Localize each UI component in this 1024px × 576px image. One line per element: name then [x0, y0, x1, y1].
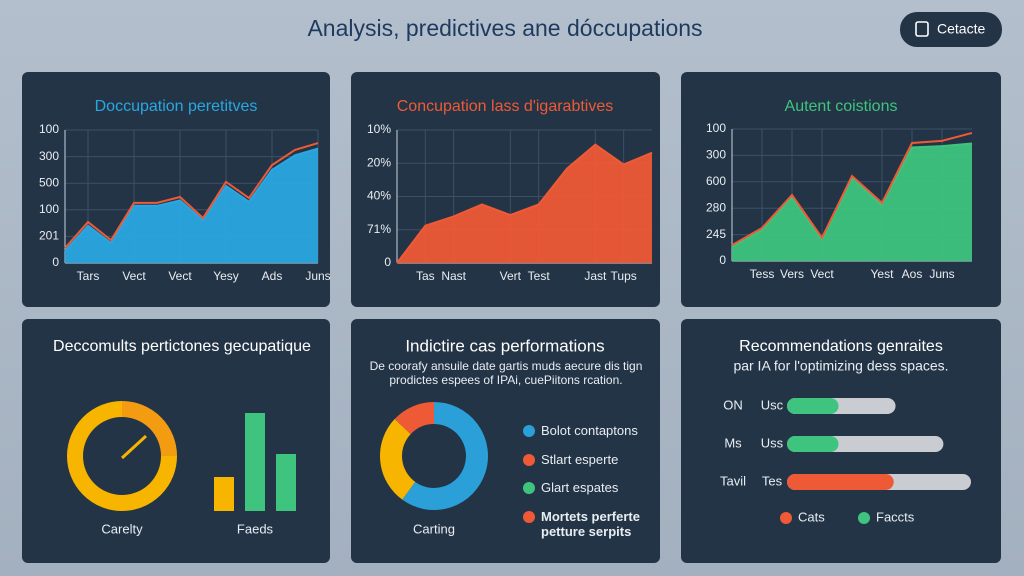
- ring-segment: [394, 402, 435, 435]
- legend-label: Glart espates: [541, 480, 619, 495]
- panel-title: Recommendations genraites: [739, 338, 943, 355]
- y-tick-label: 40%: [367, 189, 391, 203]
- x-tick-label: Yesy: [213, 269, 239, 283]
- legend-label: Mortets perferte petture serpits: [541, 509, 640, 539]
- ring-segment: [121, 401, 177, 457]
- y-tick-label: 0: [52, 255, 59, 269]
- x-tick-label: Tars: [77, 269, 100, 283]
- gauge-needle: [120, 434, 148, 460]
- legend-swatch: [523, 454, 535, 466]
- row-label: Tavil: [720, 473, 746, 488]
- y-tick-label: 280: [706, 200, 726, 214]
- panel-subtitle: par IA for l'optimizing dess spaces.: [733, 358, 948, 374]
- y-tick-label: 100: [39, 202, 59, 216]
- panel: [22, 319, 330, 563]
- x-tick-label: Yest: [871, 267, 895, 281]
- x-tick-label: Nast: [441, 269, 466, 283]
- y-tick-label: 245: [706, 227, 726, 241]
- x-tick-label: Tas: [416, 269, 435, 283]
- line: [64, 142, 319, 249]
- y-tick-label: 71%: [367, 222, 391, 236]
- area: [65, 148, 318, 263]
- x-tick-label: Tups: [611, 269, 637, 283]
- button-icon: [915, 21, 929, 37]
- row-label: Ms: [724, 435, 742, 450]
- area-edge: [64, 147, 319, 252]
- contact-button[interactable]: [900, 12, 1002, 47]
- progress-fill: [787, 436, 839, 452]
- legend-label: Bolot contaptons: [541, 423, 638, 438]
- bar: [245, 413, 265, 511]
- row-sublabel: Tes: [762, 473, 783, 488]
- area: [732, 143, 972, 261]
- x-tick-label: Juns: [929, 267, 954, 281]
- y-tick-label: 300: [39, 149, 59, 163]
- panel-subtitle: De coorafy ansuile date gartis muds aecu…: [369, 359, 643, 387]
- bar: [276, 454, 296, 511]
- x-tick-label: Vert: [500, 269, 522, 283]
- x-tick-label: Vect: [810, 267, 834, 281]
- y-tick-label: 0: [384, 255, 391, 269]
- x-tick-label: Ads: [262, 269, 283, 283]
- legend-swatch: [523, 511, 535, 523]
- progress-fill: [787, 474, 894, 490]
- legend-swatch: [523, 482, 535, 494]
- legend-swatch: [523, 425, 535, 437]
- row-sublabel: Usc: [761, 397, 784, 412]
- legend-label: Faccts: [876, 509, 915, 524]
- x-tick-label: Vect: [122, 269, 146, 283]
- progress-fill: [787, 398, 839, 414]
- page-title: Analysis, predictives ane dóccupations: [307, 15, 702, 41]
- line: [731, 131, 973, 247]
- chart-title: Concupation lass d'igarabtives: [397, 98, 614, 115]
- x-tick-label: Vect: [168, 269, 192, 283]
- x-tick-label: Aos: [902, 267, 923, 281]
- panel-title: Indictire cas performations: [405, 336, 604, 355]
- x-tick-label: Juns: [305, 269, 330, 283]
- chart-title: Autent coistions: [785, 98, 898, 115]
- x-tick-label: Test: [528, 269, 551, 283]
- y-tick-label: 0: [719, 253, 726, 267]
- y-tick-label: 300: [706, 148, 726, 162]
- row-sublabel: Uss: [761, 435, 784, 450]
- ring-segment: [67, 401, 177, 511]
- y-tick-label: 201: [39, 229, 59, 243]
- legend-label: Stlart esperte: [541, 452, 619, 467]
- ring-label: Carelty: [101, 521, 143, 536]
- panel-title: Deccomults pertictones gecupatique: [53, 338, 311, 355]
- legend-swatch: [780, 512, 792, 524]
- x-tick-label: Jast: [584, 269, 607, 283]
- y-tick-label: 20%: [367, 155, 391, 169]
- y-tick-label: 100: [706, 121, 726, 135]
- ring-segment: [380, 419, 416, 500]
- y-tick-label: 600: [706, 174, 726, 188]
- bar: [214, 477, 234, 511]
- y-tick-label: 10%: [367, 122, 391, 136]
- chart-title: Doccupation peretitves: [95, 98, 258, 115]
- area-edge: [396, 143, 653, 264]
- ring-segment: [402, 402, 488, 510]
- legend-label: Cats: [798, 509, 825, 524]
- area: [397, 144, 652, 263]
- y-tick-label: 100: [39, 122, 59, 136]
- legend-swatch: [858, 512, 870, 524]
- x-tick-label: Tess: [750, 267, 775, 281]
- y-tick-label: 500: [39, 175, 59, 189]
- bar-label: Faeds: [237, 521, 274, 536]
- row-label: ON: [723, 397, 743, 412]
- x-tick-label: Vers: [780, 267, 804, 281]
- donut-label: Carting: [413, 521, 455, 536]
- button-label[interactable]: Cetacte: [937, 21, 985, 37]
